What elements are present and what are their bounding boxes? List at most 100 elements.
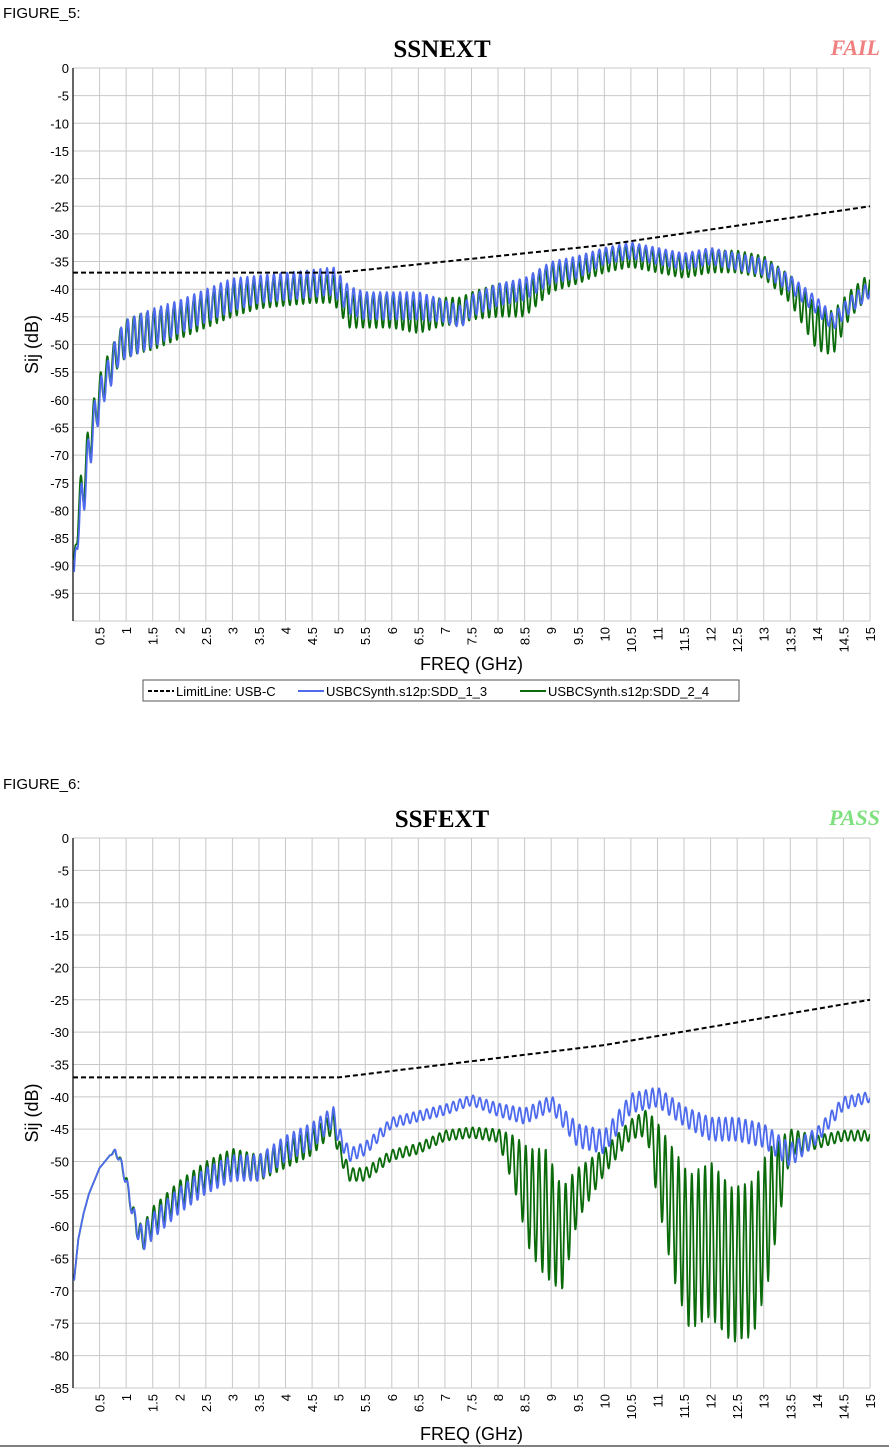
legend-entry: USBCSynth.s12p:SDD_1_3: [326, 684, 487, 699]
x-tick-label: 4.5: [305, 1394, 320, 1412]
x-tick-label: 3.5: [252, 1394, 267, 1412]
x-tick-label: 7: [438, 627, 453, 634]
series-group: [73, 998, 870, 1343]
y-tick-label: -50: [50, 338, 69, 353]
x-tick-label: 3: [225, 627, 240, 634]
y-tick-label: -5: [57, 863, 69, 878]
x-tick-label: 5.5: [358, 1394, 373, 1412]
y-tick-label: -50: [50, 1155, 69, 1170]
x-tick-label: 13.5: [783, 1394, 798, 1419]
y-tick-label: -35: [50, 1057, 69, 1072]
x-tick-label: 11.5: [677, 627, 692, 651]
y-tick-label: -25: [50, 993, 69, 1008]
y-tick-label: 0: [62, 831, 69, 846]
x-tick-label: 11: [650, 1394, 665, 1408]
series-line-sdd-1-3: [73, 241, 870, 573]
x-tick-label: 7.5: [465, 1394, 480, 1412]
y-tick-label: -20: [50, 172, 69, 187]
x-tick-label: 13: [757, 1394, 772, 1408]
x-tick-label: 6: [385, 1394, 400, 1401]
verdict-label: PASS: [828, 805, 880, 830]
figure-label: FIGURE_6:: [3, 776, 81, 793]
verdict-label: FAIL: [830, 35, 880, 60]
x-tick-label: 15: [863, 627, 878, 641]
x-tick-label: 10: [597, 1394, 612, 1408]
x-tick-label: 10.5: [624, 1394, 639, 1419]
y-tick-label: -95: [50, 586, 69, 601]
y-tick-label: -45: [50, 1122, 69, 1137]
y-tick-label: -70: [50, 448, 69, 463]
x-tick-label: 4: [279, 627, 294, 634]
grid-lines: [73, 837, 871, 1389]
grid-lines: [73, 67, 871, 622]
x-tick-label: 12.5: [730, 1394, 745, 1419]
x-tick-label: 4.5: [305, 627, 320, 645]
y-tick-label: -90: [50, 559, 69, 574]
x-tick-label: 1.5: [146, 1394, 161, 1412]
x-tick-label: 11: [650, 627, 665, 641]
y-tick-label: -75: [50, 1316, 69, 1331]
x-tick-label: 1.5: [146, 627, 161, 645]
x-tick-label: 12: [704, 627, 719, 641]
y-axis-label: Sij (dB): [22, 315, 42, 374]
y-tick-label: -45: [50, 310, 69, 325]
y-tick-label: -10: [50, 116, 69, 131]
x-tick-label: 9: [544, 1394, 559, 1401]
y-tick-label: -85: [50, 531, 69, 546]
y-tick-label: -15: [50, 928, 69, 943]
x-tick-label: 13: [757, 627, 772, 641]
x-tick-label: 2.5: [199, 1394, 214, 1412]
y-tick-label: -65: [50, 1252, 69, 1267]
x-tick-label: 0.5: [93, 1394, 108, 1412]
x-tick-label: 2: [172, 627, 187, 634]
x-tick-label: 1: [119, 627, 134, 634]
x-tick-label: 9: [544, 627, 559, 634]
y-tick-label: -85: [50, 1381, 69, 1396]
x-tick-label: 2.5: [199, 627, 214, 645]
x-tick-label: 5: [332, 627, 347, 634]
x-tick-label: 8.5: [518, 627, 533, 645]
series-line-sdd-2-4: [73, 1109, 870, 1343]
y-tick-label: -40: [50, 1090, 69, 1105]
x-tick-label: 1: [119, 1394, 134, 1401]
y-tick-label: -80: [50, 503, 69, 518]
y-axis-label: Sij (dB): [22, 1083, 42, 1142]
chart-title: SSNEXT: [393, 36, 491, 63]
legend-entry: LimitLine: USB-C: [176, 684, 276, 699]
y-tick-label: -30: [50, 1025, 69, 1040]
y-tick-label: -80: [50, 1349, 69, 1364]
x-tick-label: 3.5: [252, 627, 267, 645]
y-tick-label: -60: [50, 393, 69, 408]
x-tick-label: 6.5: [411, 627, 426, 645]
x-axis-label: FREQ (GHz): [420, 1424, 523, 1444]
x-tick-label: 12: [704, 1394, 719, 1408]
x-tick-label: 5.5: [358, 627, 373, 645]
y-tick-label: -55: [50, 365, 69, 380]
x-tick-label: 10.5: [624, 627, 639, 652]
y-tick-label: -65: [50, 420, 69, 435]
y-tick-label: -15: [50, 144, 69, 159]
x-tick-label: 14.5: [836, 1394, 851, 1419]
x-tick-label: 9.5: [571, 1394, 586, 1412]
y-tick-label: -35: [50, 255, 69, 270]
x-tick-label: 4: [279, 1394, 294, 1401]
x-tick-label: 6: [385, 627, 400, 634]
x-tick-label: 8.5: [518, 1394, 533, 1412]
y-tick-label: -40: [50, 282, 69, 297]
y-tick-label: -75: [50, 476, 69, 491]
x-tick-label: 12.5: [730, 627, 745, 652]
series-line-sdd-1-3: [73, 1087, 870, 1281]
x-tick-label: 8: [491, 627, 506, 634]
x-tick-label: 0.5: [93, 627, 108, 645]
x-tick-label: 14: [810, 1394, 825, 1408]
x-tick-label: 5: [332, 1394, 347, 1401]
y-tick-label: -55: [50, 1187, 69, 1202]
series-line-limit: [73, 998, 870, 1079]
y-tick-label: -70: [50, 1284, 69, 1299]
figure-label: FIGURE_5:: [3, 5, 81, 22]
y-tick-label: -60: [50, 1219, 69, 1234]
legend-box: [142, 679, 740, 702]
